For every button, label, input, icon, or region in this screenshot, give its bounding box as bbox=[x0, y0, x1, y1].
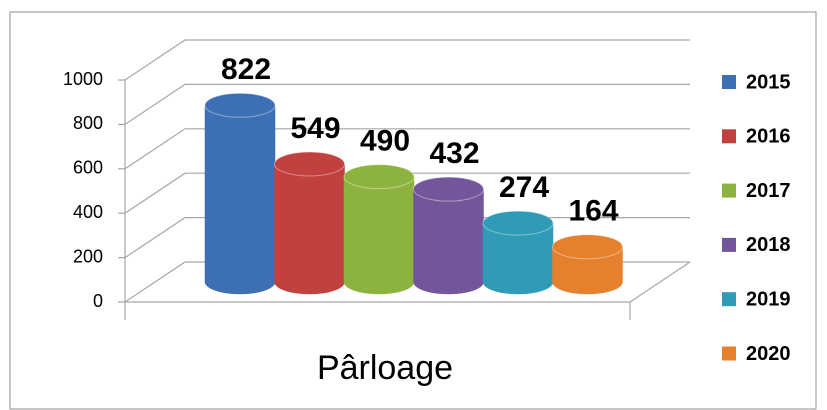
grid-line bbox=[124, 83, 690, 125]
y-tick-label: 400 bbox=[73, 202, 103, 222]
legend-swatch bbox=[722, 129, 736, 144]
legend-swatch bbox=[722, 346, 736, 361]
bar-top bbox=[343, 164, 415, 190]
y-tick-label: 800 bbox=[73, 113, 103, 133]
bar-body bbox=[204, 105, 276, 295]
data-label: 549 bbox=[290, 112, 340, 145]
data-label: 274 bbox=[499, 171, 549, 204]
legend-swatch bbox=[722, 292, 736, 307]
legend-label: 2018 bbox=[746, 234, 791, 256]
legend-label: 2020 bbox=[746, 343, 791, 365]
bar-body bbox=[343, 176, 415, 295]
x-category-label: Pârloage bbox=[317, 349, 453, 387]
legend-label: 2015 bbox=[746, 71, 791, 93]
legend-label: 2019 bbox=[746, 288, 791, 310]
legend-swatch bbox=[722, 183, 736, 198]
grid-line bbox=[124, 39, 690, 81]
bar-top bbox=[552, 234, 623, 260]
bar-body bbox=[552, 246, 623, 295]
bar bbox=[274, 151, 345, 295]
bar bbox=[343, 164, 415, 295]
y-tick-label: 0 bbox=[93, 291, 103, 311]
bar bbox=[204, 92, 276, 295]
y-tick-label: 200 bbox=[73, 246, 103, 266]
legend-label: 2017 bbox=[746, 180, 791, 202]
data-label: 822 bbox=[221, 53, 271, 86]
bar-top bbox=[274, 151, 345, 177]
data-label: 164 bbox=[568, 195, 618, 228]
grid-line bbox=[124, 172, 690, 214]
bar-top bbox=[204, 92, 276, 118]
data-label: 490 bbox=[360, 125, 410, 158]
bar bbox=[413, 176, 484, 295]
legend-swatch bbox=[722, 237, 736, 252]
bar-body bbox=[274, 163, 345, 295]
bar bbox=[552, 234, 623, 295]
bar-top bbox=[413, 176, 484, 202]
bar-top bbox=[482, 210, 554, 236]
legend-swatch bbox=[722, 75, 736, 89]
y-tick-label: 1000 bbox=[63, 69, 103, 89]
data-label: 432 bbox=[429, 137, 479, 170]
grid-line bbox=[124, 128, 690, 170]
bar-body bbox=[482, 222, 554, 295]
bar-body bbox=[413, 188, 484, 295]
bar bbox=[482, 210, 554, 295]
y-tick-label: 600 bbox=[73, 158, 103, 178]
legend-label: 2016 bbox=[746, 126, 791, 148]
